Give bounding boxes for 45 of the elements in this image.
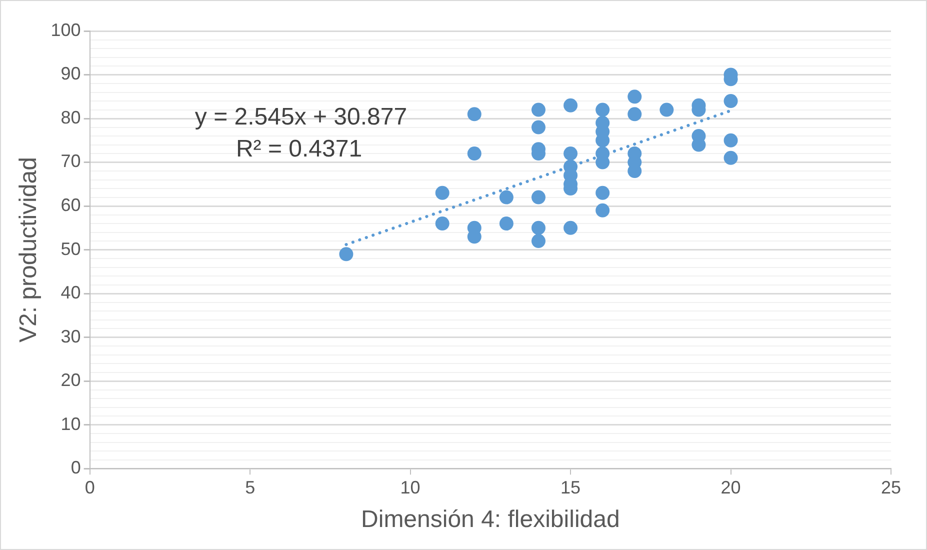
y-axis-title: V2: productividad (15, 157, 42, 343)
point (596, 102, 610, 117)
point (724, 94, 738, 108)
point (628, 90, 642, 104)
point (724, 133, 738, 148)
y-tick-label: 20 (60, 370, 81, 390)
point (499, 216, 514, 231)
y-tick-label: 60 (60, 195, 81, 216)
x-axis-title: Dimensión 4: flexibilidad (361, 506, 620, 534)
point (339, 247, 354, 262)
point (499, 190, 514, 204)
y-tick-label: 100 (50, 20, 81, 40)
annotation: R² = 0.4371 (236, 136, 362, 163)
x-tick-label: 20 (720, 477, 741, 498)
y-tick-label: 90 (60, 64, 81, 84)
point (467, 107, 482, 122)
point (564, 146, 578, 161)
point (564, 220, 578, 235)
y-tick-label: 70 (60, 151, 81, 172)
point (660, 102, 674, 117)
point (596, 186, 610, 200)
y-tick-label: 40 (60, 282, 81, 303)
y-tick-label: 10 (60, 414, 81, 434)
point (531, 190, 546, 204)
point (531, 234, 546, 248)
x-tick-label: 0 (84, 477, 95, 498)
y-tick-label: 0 (70, 458, 81, 478)
point (531, 120, 546, 134)
point (531, 220, 546, 235)
y-tick-label: 50 (60, 238, 81, 259)
point (596, 203, 610, 218)
point (564, 98, 578, 112)
point (435, 186, 450, 200)
y-tick-label: 30 (60, 326, 81, 346)
y-tick-label: 80 (60, 107, 81, 128)
point (531, 102, 546, 117)
x-tick-label: 5 (245, 477, 256, 498)
x-tick-label: 10 (400, 477, 420, 498)
point (628, 107, 642, 122)
point (467, 146, 482, 161)
point (435, 216, 450, 231)
annotation: y = 2.545x + 30.877 (194, 104, 408, 131)
point (724, 150, 738, 165)
x-tick-label: 25 (880, 477, 902, 498)
x-tick-label: 15 (560, 477, 581, 498)
